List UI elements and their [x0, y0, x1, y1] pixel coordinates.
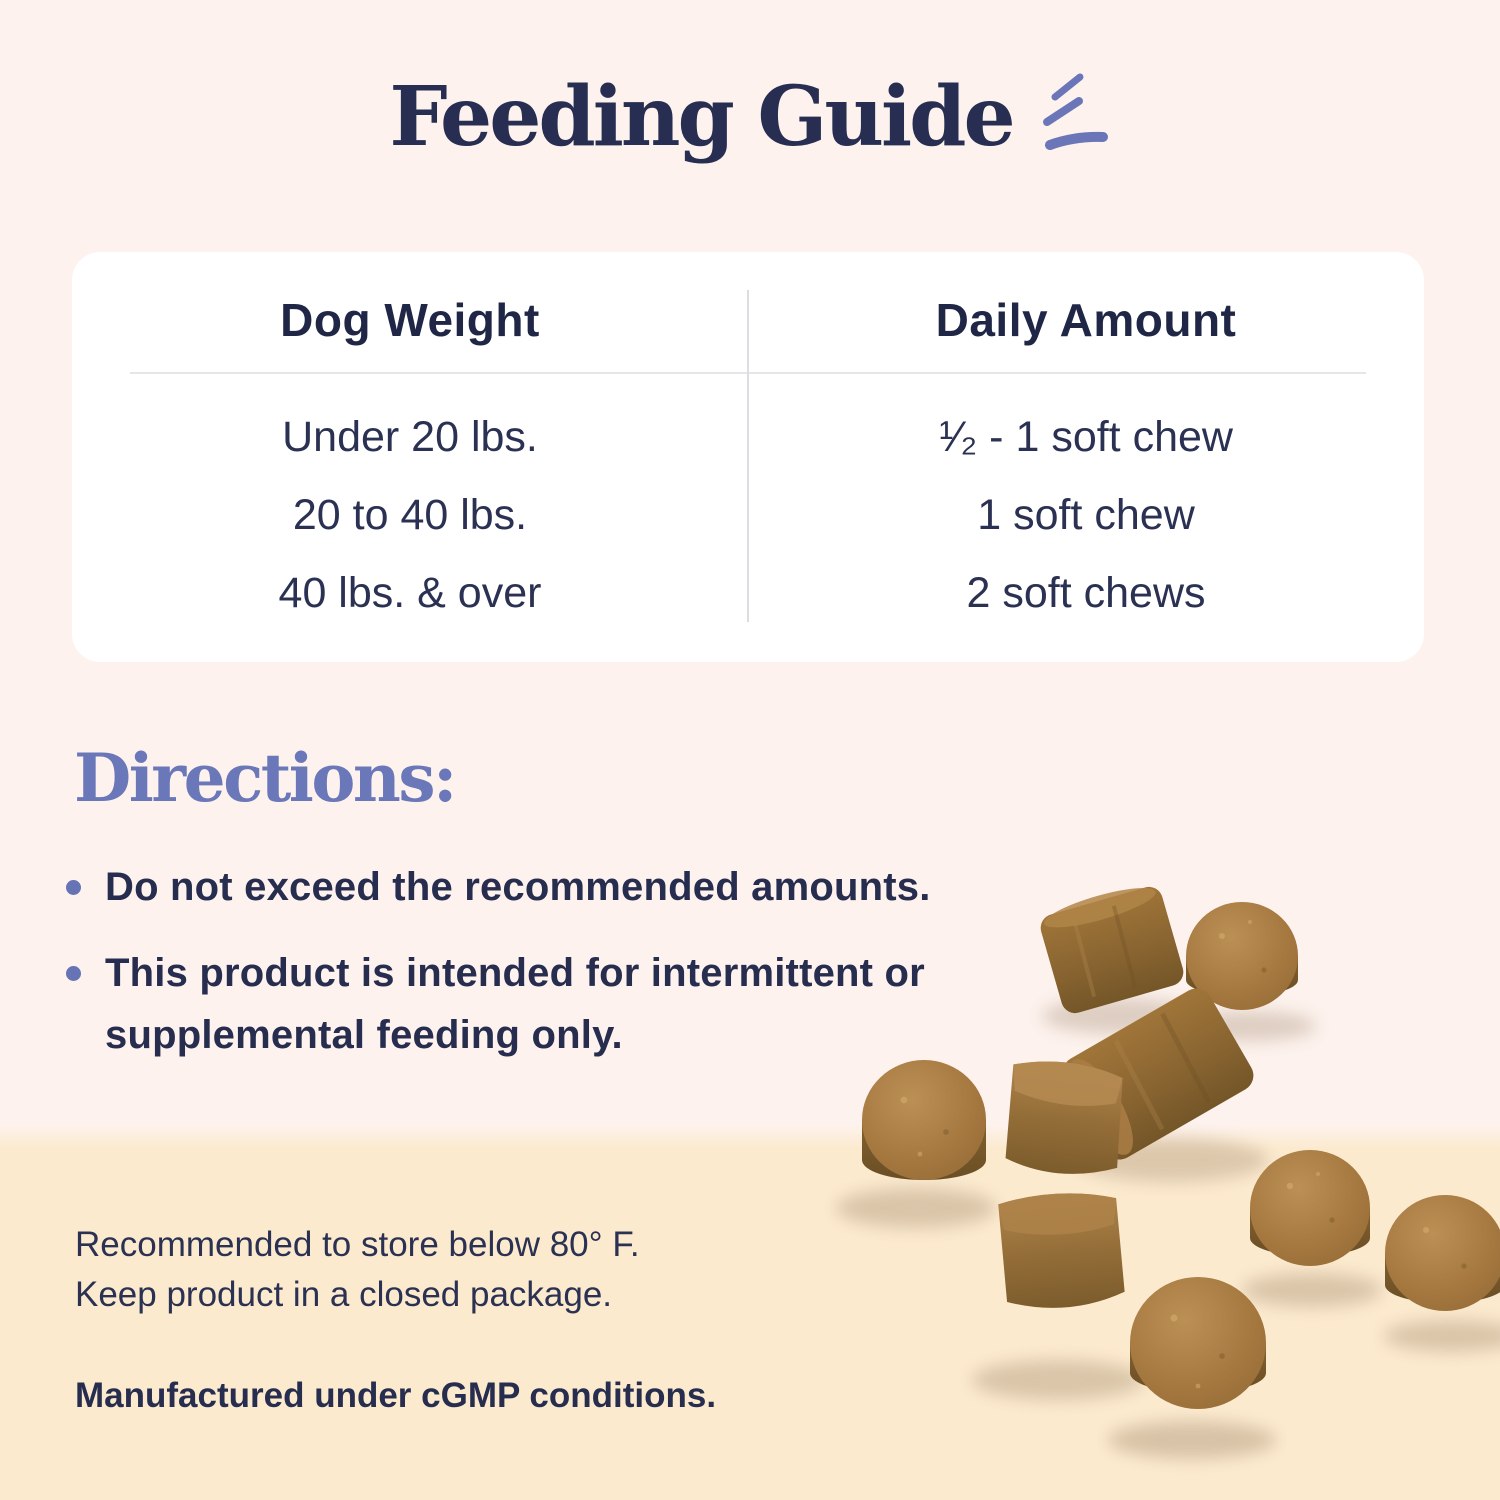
bullet-text: Do not exceed the recommended amounts.: [105, 865, 931, 909]
bullet-text: This product is intended for intermitten…: [105, 951, 925, 1057]
soft-chew: [1186, 902, 1298, 1010]
dot-icon: [66, 880, 81, 895]
soft-chew: [1005, 1061, 1123, 1174]
storage-line: Keep product in a closed package.: [75, 1275, 613, 1314]
column-header-daily-amount: Daily Amount: [935, 294, 1237, 346]
table-header-row: Dog Weight Daily Amount: [72, 292, 1424, 348]
table-row: 20 to 40 lbs. 1 soft chew: [72, 476, 1424, 554]
dog-weight-cell: 20 to 40 lbs.: [292, 491, 528, 539]
storage-line: Recommended to store below 80° F.: [75, 1225, 640, 1264]
manufactured-note: Manufactured under cGMP conditions.: [75, 1376, 717, 1415]
daily-amount-cell: 1 soft chew: [977, 491, 1195, 539]
directions-heading: Directions:: [74, 739, 457, 817]
table-column-divider: [747, 290, 749, 622]
feeding-table-card: Dog Weight Daily Amount Under 20 lbs. ¹⁄…: [72, 252, 1424, 662]
dog-weight-cell: Under 20 lbs.: [282, 413, 538, 461]
directions-list: Do not exceed the recommended amounts. T…: [66, 856, 950, 1090]
dot-icon: [66, 966, 81, 981]
list-item: Do not exceed the recommended amounts.: [66, 856, 950, 918]
list-item: This product is intended for intermitten…: [66, 942, 950, 1066]
soft-chew: [862, 1060, 986, 1180]
page-header: Feeding Guide: [0, 62, 1500, 172]
table-body: Under 20 lbs. ¹⁄₂ - 1 soft chew 20 to 40…: [72, 398, 1424, 632]
column-header-dog-weight: Dog Weight: [280, 294, 540, 346]
table-row: 40 lbs. & over 2 soft chews: [72, 554, 1424, 632]
page-title: Feeding Guide: [389, 69, 1015, 165]
soft-chew: [998, 1193, 1125, 1308]
soft-chews-photo: [836, 886, 1500, 1459]
daily-amount-cell: ¹⁄₂ - 1 soft chew: [939, 413, 1233, 461]
table-row: Under 20 lbs. ¹⁄₂ - 1 soft chew: [72, 398, 1424, 476]
daily-amount-cell: 2 soft chews: [966, 569, 1206, 617]
dog-weight-cell: 40 lbs. & over: [278, 569, 542, 617]
soft-chew: [1130, 1277, 1266, 1409]
soft-chew: [1385, 1195, 1500, 1311]
sparkle-dashes-icon: [1042, 73, 1108, 150]
storage-info: Recommended to store below 80° F. Keep p…: [75, 1220, 640, 1320]
soft-chew: [1250, 1150, 1370, 1266]
soft-chew: [1040, 886, 1184, 1014]
